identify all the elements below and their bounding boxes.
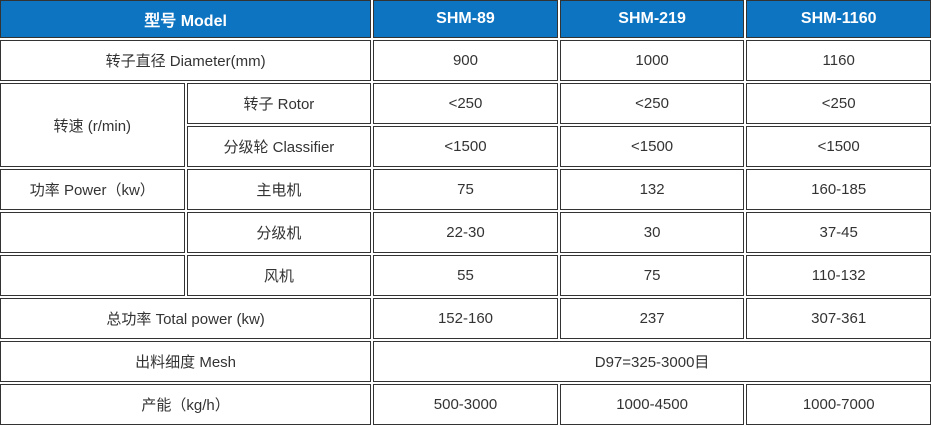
capacity-value-shm89: 500-3000 xyxy=(373,384,558,425)
speed-rotor-value-shm219: <250 xyxy=(559,83,745,124)
speed-group-label: 转速 (r/min) xyxy=(0,83,185,167)
power-empty-cell-2 xyxy=(0,255,185,296)
power-empty-cell-1 xyxy=(0,212,185,253)
header-row: 型号 Model SHM-89 SHM-219 SHM-1160 xyxy=(0,0,931,38)
total-power-value-shm89: 152-160 xyxy=(373,298,558,339)
power-group-label: 功率 Power（kw） xyxy=(0,169,185,210)
total-power-value-shm1160: 307-361 xyxy=(746,298,931,339)
power-classifier-motor-value-shm219: 30 xyxy=(559,212,745,253)
speed-classifier-value-shm219: <1500 xyxy=(559,126,745,167)
power-main-motor-value-shm1160: 160-185 xyxy=(746,169,931,210)
speed-rotor-label: 转子 Rotor xyxy=(186,83,372,124)
speed-classifier-label: 分级轮 Classifier xyxy=(186,126,372,167)
power-classifier-motor-label: 分级机 xyxy=(186,212,372,253)
power-fan-value-shm1160: 110-132 xyxy=(746,255,931,296)
speed-classifier-value-shm1160: <1500 xyxy=(746,126,931,167)
row-power-classifier-motor: 分级机 22-30 30 37-45 xyxy=(0,212,931,253)
power-main-motor-label: 主电机 xyxy=(186,169,372,210)
power-main-motor-value-shm219: 132 xyxy=(559,169,745,210)
capacity-value-shm219: 1000-4500 xyxy=(559,384,745,425)
speed-classifier-value-shm89: <1500 xyxy=(373,126,558,167)
mesh-label: 出料细度 Mesh xyxy=(0,341,372,382)
row-power-fan: 风机 55 75 110-132 xyxy=(0,255,931,296)
speed-rotor-value-shm1160: <250 xyxy=(746,83,931,124)
diameter-label: 转子直径 Diameter(mm) xyxy=(0,40,372,81)
power-fan-value-shm219: 75 xyxy=(559,255,745,296)
row-capacity: 产能（kg/h） 500-3000 1000-4500 1000-7000 xyxy=(0,384,931,425)
header-model-shm219: SHM-219 xyxy=(559,0,745,38)
power-fan-value-shm89: 55 xyxy=(373,255,558,296)
row-speed-rotor: 转速 (r/min) 转子 Rotor <250 <250 <250 xyxy=(0,83,931,167)
row-speed-classifier: 分级轮 Classifier <1500 <1500 <1500 xyxy=(0,126,931,167)
power-main-motor-value-shm89: 75 xyxy=(373,169,558,210)
header-model-label: 型号 Model xyxy=(0,0,372,38)
row-total-power: 总功率 Total power (kw) 152-160 237 307-361 xyxy=(0,298,931,339)
power-fan-label: 风机 xyxy=(186,255,372,296)
row-diameter: 转子直径 Diameter(mm) 900 1000 1160 xyxy=(0,40,931,81)
power-classifier-motor-value-shm1160: 37-45 xyxy=(746,212,931,253)
diameter-value-shm1160: 1160 xyxy=(746,40,931,81)
header-model-shm1160: SHM-1160 xyxy=(746,0,931,38)
row-power-main-motor: 功率 Power（kw） 主电机 75 132 160-185 xyxy=(0,169,931,210)
diameter-value-shm219: 1000 xyxy=(559,40,745,81)
header-model-shm89: SHM-89 xyxy=(373,0,558,38)
capacity-label: 产能（kg/h） xyxy=(0,384,372,425)
total-power-value-shm219: 237 xyxy=(559,298,745,339)
total-power-label: 总功率 Total power (kw) xyxy=(0,298,372,339)
speed-rotor-value-shm89: <250 xyxy=(373,83,558,124)
mesh-value: D97=325-3000目 xyxy=(373,341,931,382)
diameter-value-shm89: 900 xyxy=(373,40,558,81)
power-classifier-motor-value-shm89: 22-30 xyxy=(373,212,558,253)
capacity-value-shm1160: 1000-7000 xyxy=(746,384,931,425)
row-mesh: 出料细度 Mesh D97=325-3000目 xyxy=(0,341,931,382)
